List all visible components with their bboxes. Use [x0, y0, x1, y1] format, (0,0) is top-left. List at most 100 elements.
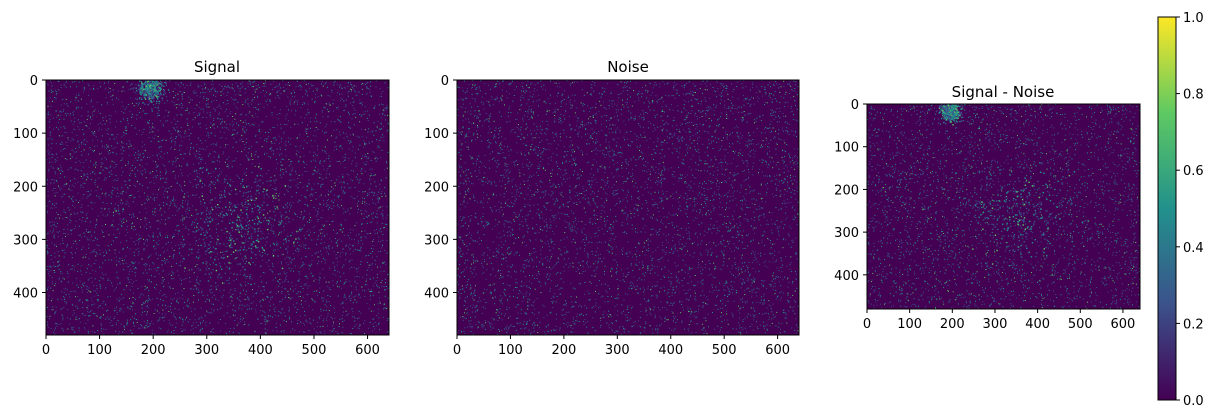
heatmap-pixel	[196, 264, 198, 266]
heatmap-pixel	[133, 105, 135, 107]
heatmap-pixel	[157, 158, 159, 160]
heatmap-pixel	[100, 166, 102, 168]
heatmap-pixel	[376, 315, 378, 316]
heatmap-pixel	[93, 313, 94, 315]
heatmap-pixel	[296, 102, 298, 104]
heatmap-pixel	[119, 297, 121, 299]
heatmap-pixel	[131, 285, 133, 287]
heatmap-pixel	[317, 87, 319, 89]
heatmap-pixel	[60, 104, 62, 106]
heatmap-pixel	[176, 322, 178, 324]
heatmap-pixel	[306, 294, 308, 296]
heatmap-pixel	[343, 283, 345, 284]
heatmap-pixel	[207, 221, 209, 223]
heatmap-pixel	[56, 153, 57, 155]
heatmap-pixel	[246, 298, 248, 300]
heatmap-pixel	[48, 100, 50, 102]
heatmap-pixel	[152, 198, 154, 200]
heatmap-pixel	[264, 95, 266, 97]
heatmap-pixel	[352, 328, 354, 329]
heatmap-pixel	[53, 224, 55, 226]
heatmap-pixel	[113, 290, 115, 292]
heatmap-pixel	[337, 108, 339, 110]
heatmap-pixel	[154, 333, 156, 335]
heatmap-pixel	[325, 173, 327, 175]
heatmap-pixel	[159, 232, 161, 234]
heatmap-pixel	[74, 207, 76, 209]
heatmap-pixel	[88, 287, 90, 289]
heatmap-pixel	[377, 158, 379, 160]
heatmap-pixel	[240, 234, 242, 236]
heatmap-pixel	[371, 95, 372, 97]
heatmap-pixel	[297, 320, 299, 321]
heatmap-pixel	[352, 146, 354, 148]
heatmap-pixel	[208, 228, 210, 230]
heatmap-pixel	[146, 218, 148, 220]
heatmap-pixel	[291, 259, 293, 260]
heatmap-pixel	[155, 95, 157, 97]
heatmap-pixel	[143, 238, 144, 240]
heatmap-pixel	[192, 99, 193, 101]
heatmap-pixel	[125, 180, 127, 182]
heatmap-pixel	[294, 306, 296, 308]
heatmap-pixel	[263, 107, 265, 108]
heatmap-pixel	[202, 295, 204, 296]
heatmap-pixel	[205, 162, 206, 164]
heatmap-pixel	[187, 125, 189, 126]
heatmap-pixel	[274, 244, 275, 246]
heatmap-pixel	[153, 245, 155, 247]
heatmap-pixel	[153, 94, 155, 97]
heatmap-pixel	[170, 324, 172, 326]
heatmap-pixel	[377, 323, 379, 325]
heatmap-pixel	[111, 285, 113, 287]
heatmap-pixel	[289, 101, 291, 103]
heatmap-pixel	[52, 100, 53, 102]
heatmap-pixel	[230, 243, 231, 245]
heatmap-pixel	[90, 201, 92, 203]
heatmap-pixel	[249, 159, 251, 161]
heatmap-pixel	[152, 211, 153, 213]
heatmap-pixel	[116, 286, 117, 288]
heatmap-pixel	[387, 129, 389, 131]
heatmap-pixel	[176, 207, 178, 209]
heatmap-pixel	[116, 324, 117, 326]
heatmap-pixel	[331, 186, 333, 188]
heatmap-pixel	[373, 134, 375, 136]
heatmap-pixel	[247, 86, 249, 88]
heatmap-pixel	[198, 112, 200, 114]
heatmap-pixel	[50, 114, 52, 116]
heatmap-pixel	[91, 208, 93, 210]
heatmap-pixel	[60, 114, 62, 116]
heatmap-pixel	[103, 300, 105, 302]
heatmap-pixel	[127, 187, 129, 189]
heatmap-pixel	[145, 306, 147, 307]
heatmap-pixel	[93, 85, 94, 87]
heatmap-pixel	[360, 246, 362, 248]
heatmap-pixel	[173, 197, 175, 199]
heatmap-pixel	[352, 97, 354, 99]
heatmap-pixel	[247, 224, 249, 226]
heatmap-pixel	[274, 195, 276, 197]
heatmap-pixel	[146, 121, 148, 123]
heatmap-pixel	[382, 244, 383, 246]
heatmap-pixel	[86, 190, 88, 192]
heatmap-pixel	[146, 89, 149, 91]
heatmap-pixel	[114, 209, 116, 211]
heatmap-pixel	[76, 277, 78, 279]
heatmap-pixel	[88, 166, 90, 168]
heatmap-pixel	[207, 172, 209, 174]
heatmap-pixel	[95, 270, 97, 272]
heatmap-pixel	[245, 219, 247, 221]
heatmap-pixel	[153, 208, 155, 210]
heatmap-pixel	[201, 290, 203, 292]
heatmap-pixel	[361, 223, 363, 225]
heatmap-pixel	[249, 274, 251, 275]
heatmap-pixel	[226, 127, 228, 129]
heatmap-pixel	[98, 305, 100, 307]
heatmap-pixel	[284, 186, 286, 188]
heatmap-pixel	[270, 157, 271, 159]
heatmap-pixel	[115, 260, 117, 262]
heatmap-pixel	[133, 87, 135, 89]
heatmap-pixel	[71, 189, 73, 191]
heatmap-pixel	[153, 182, 155, 184]
